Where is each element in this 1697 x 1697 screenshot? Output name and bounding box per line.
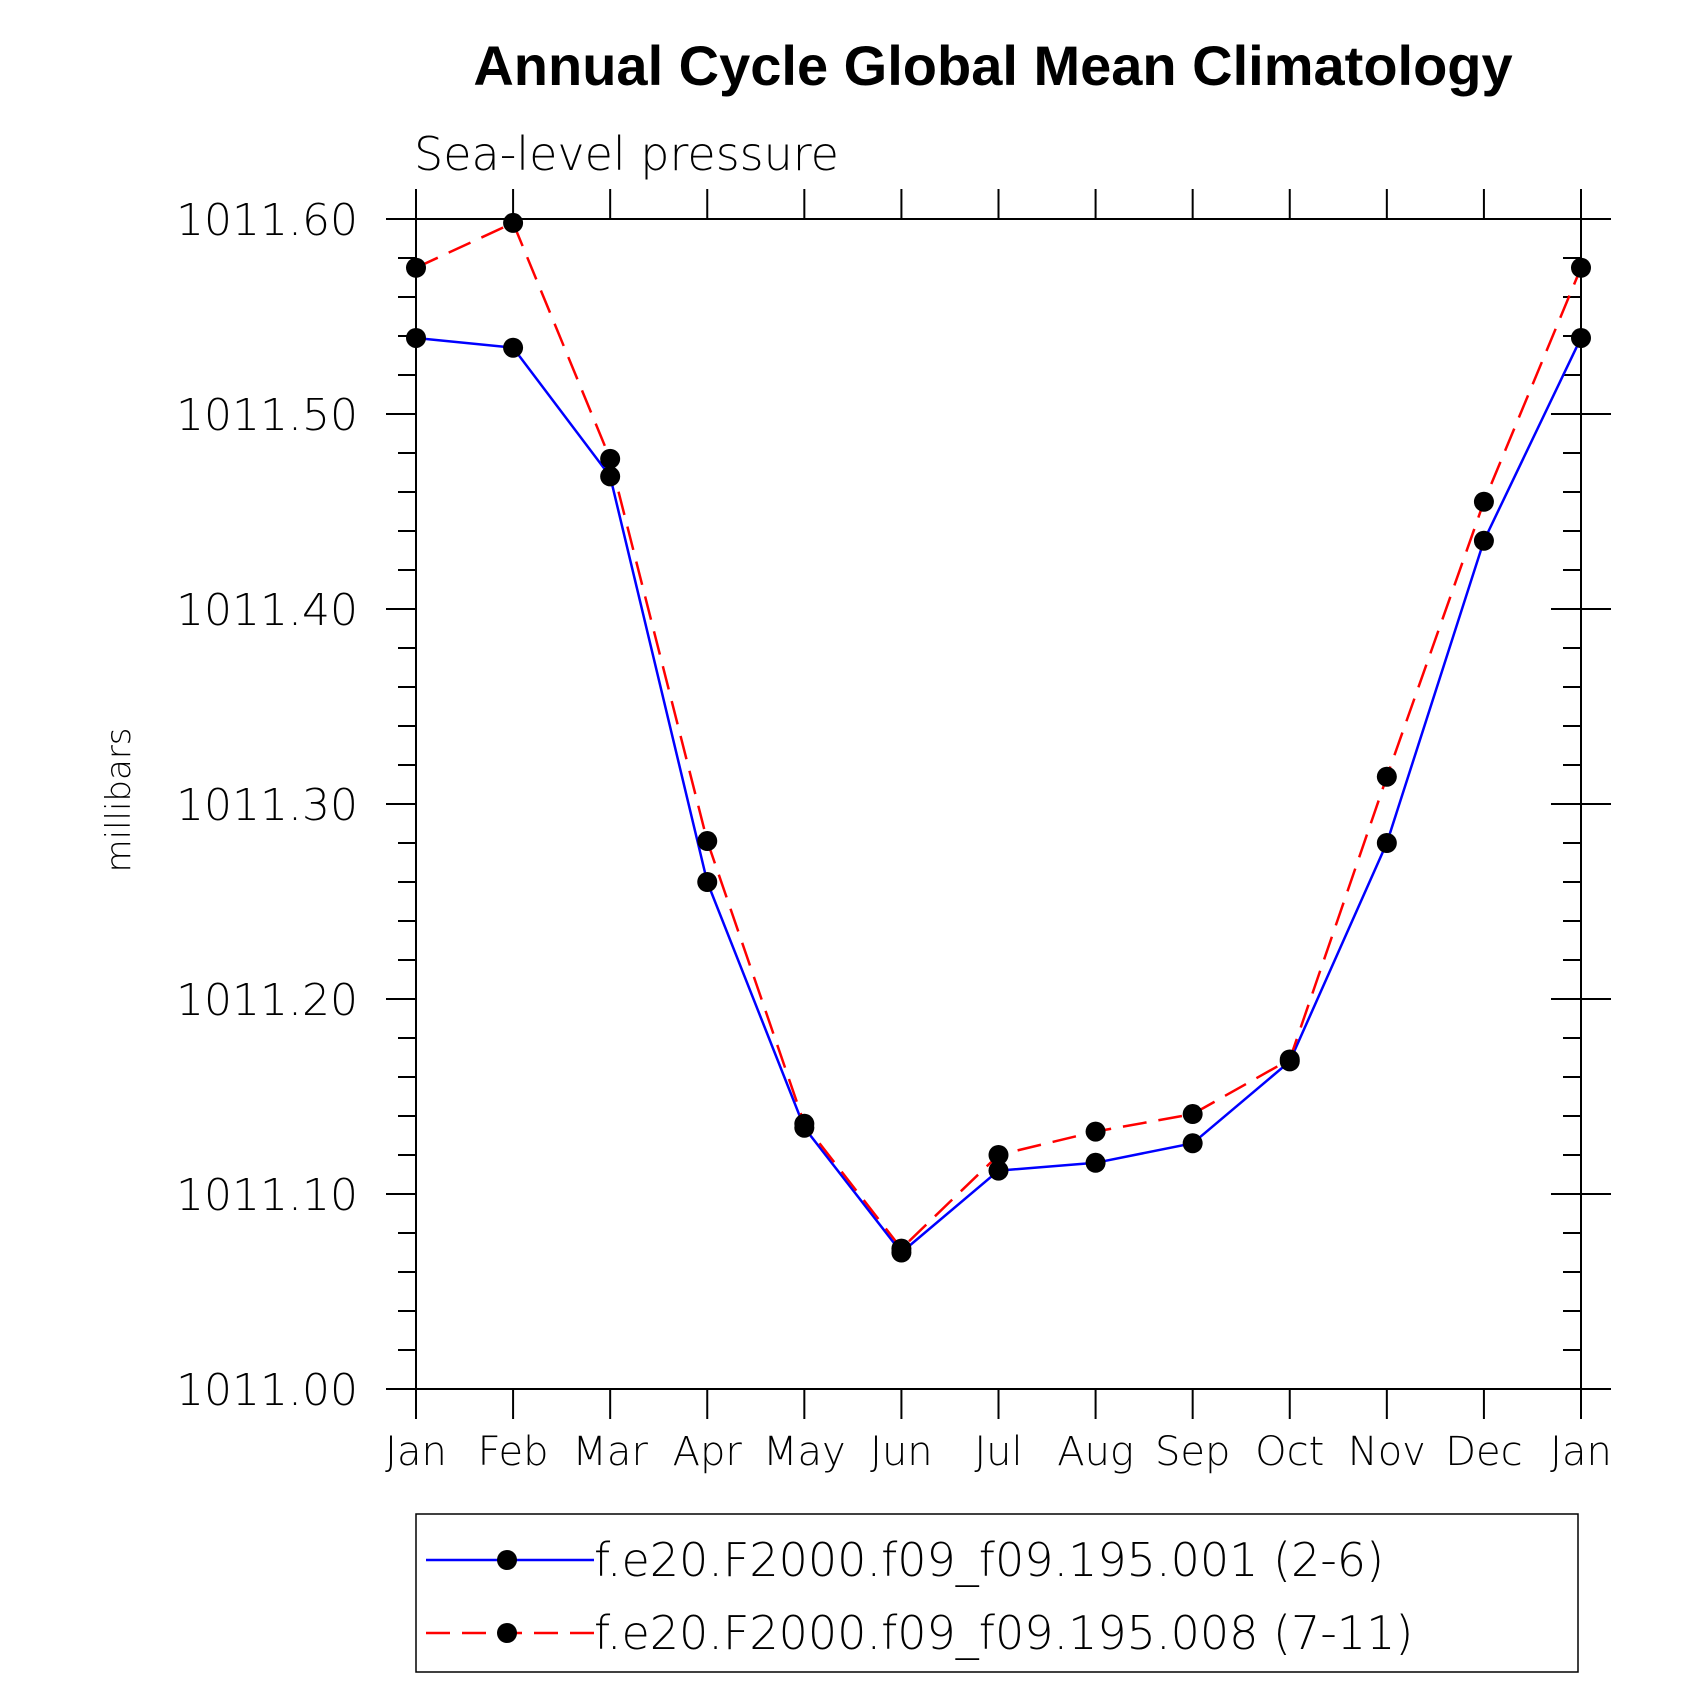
axes	[386, 189, 1611, 1419]
x-tick-label: Feb	[478, 1429, 549, 1475]
data-point-series-2	[503, 212, 524, 233]
legend-marker-series-2	[497, 1623, 517, 1643]
y-axis-label: millibars	[99, 727, 139, 872]
data-point-series-2	[1376, 766, 1397, 787]
x-tick-label: Apr	[673, 1429, 743, 1475]
chart-title: Annual Cycle Global Mean Climatology	[473, 34, 1512, 97]
data-point-series-2	[891, 1238, 912, 1259]
legend-marker-series-1	[497, 1550, 517, 1570]
x-tick-label: Nov	[1348, 1429, 1426, 1475]
data-point-series-1	[697, 872, 718, 892]
x-tick-label: Sep	[1155, 1429, 1230, 1475]
data-point-series-2	[1279, 1049, 1300, 1070]
data-point-series-1	[600, 466, 621, 487]
legend-label-series-2: f.e20.F2000.f09_f09.195.008 (7-11)	[594, 1606, 1413, 1660]
data-point-series-1	[1473, 530, 1494, 551]
series-layer	[406, 212, 1591, 1263]
x-tick-label: May	[763, 1429, 846, 1475]
series-line-1	[415, 336, 1583, 1254]
legend: f.e20.F2000.f09_f09.195.001 (2-6) f.e20.…	[415, 1513, 1579, 1673]
data-point-series-1	[1571, 327, 1591, 348]
data-point-series-2	[1571, 257, 1591, 278]
y-tick-label: 1011.30	[176, 780, 358, 831]
data-point-series-1	[406, 327, 426, 348]
x-tick-label: Jun	[870, 1429, 933, 1475]
y-tick-label: 1011.40	[176, 585, 358, 636]
data-point-series-2	[600, 448, 621, 469]
x-tick-label: Jan	[385, 1429, 447, 1475]
data-point-series-1	[1182, 1133, 1203, 1154]
series-line-2	[415, 221, 1583, 1250]
data-point-series-2	[988, 1145, 1009, 1165]
data-point-series-1	[988, 1160, 1009, 1181]
data-point-series-2	[1085, 1121, 1106, 1142]
plot-frame	[415, 218, 1582, 1390]
y-tick-label: 1011.60	[176, 195, 358, 246]
y-tick-label: 1011.00	[176, 1365, 358, 1416]
x-tick-label: Mar	[572, 1429, 648, 1475]
data-point-series-1	[503, 337, 524, 358]
data-point-series-1	[1085, 1152, 1106, 1173]
data-point-series-2	[406, 257, 426, 278]
legend-label-series-1: f.e20.F2000.f09_f09.195.001 (2-6)	[594, 1533, 1384, 1587]
chart-subtitle: Sea-level pressure	[414, 127, 839, 181]
data-point-series-2	[794, 1113, 815, 1134]
y-tick-labels: 1011.00 1011.10 1011.20 1011.30 1011.40 1011.…	[176, 195, 358, 1416]
data-point-series-2	[697, 831, 718, 852]
data-point-series-2	[1182, 1104, 1203, 1125]
y-tick-label: 1011.10	[176, 1170, 358, 1221]
y-tick-label: 1011.20	[176, 975, 358, 1026]
legend-box	[415, 1513, 1579, 1673]
x-tick-label: Dec	[1445, 1429, 1522, 1475]
data-point-series-1	[1376, 833, 1397, 853]
x-tick-label: Jul	[974, 1429, 1022, 1475]
x-tick-label: Oct	[1255, 1429, 1324, 1475]
x-tick-label: Aug	[1057, 1429, 1134, 1475]
x-tick-labels: Jan Feb Mar Apr May Jun Jul Aug Sep Oct Nov Dec Jan	[385, 1429, 1612, 1475]
y-tick-label: 1011.50	[176, 390, 358, 441]
data-point-series-2	[1473, 491, 1494, 512]
x-tick-label: Jan	[1550, 1429, 1612, 1475]
